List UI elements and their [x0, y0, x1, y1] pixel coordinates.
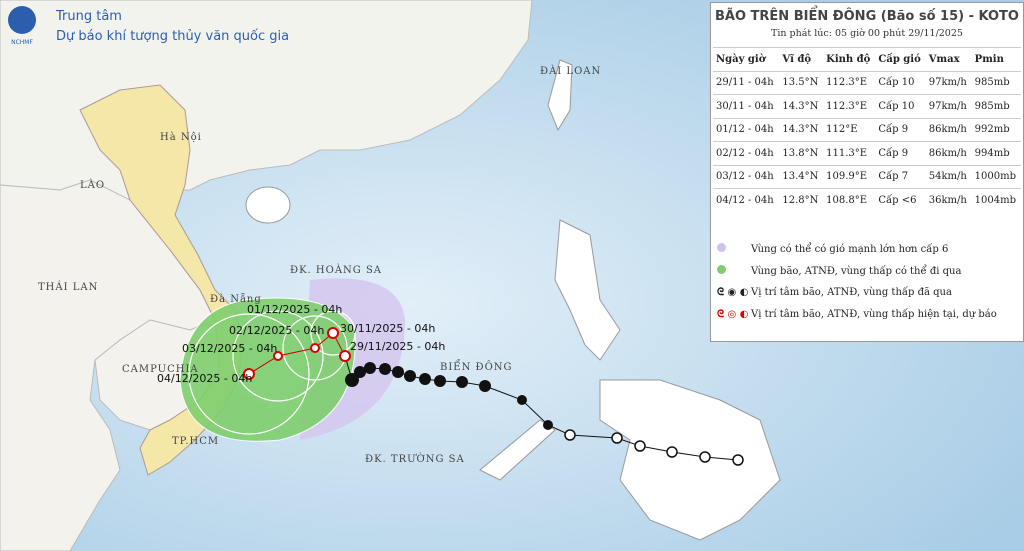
logo-text: NCHMF — [11, 39, 33, 46]
island-hainan — [245, 186, 291, 224]
place-label: ĐK. TRƯỜNG SA — [365, 453, 465, 465]
table-cell: Cấp <6 — [875, 188, 926, 212]
place-label: CAMPUCHIA — [122, 364, 199, 375]
place-label: Đà Nẵng — [210, 293, 262, 305]
track-label: 02/12/2025 - 04h — [229, 324, 324, 337]
legend-icon — [717, 243, 751, 255]
table-cell: 97km/h — [925, 70, 972, 95]
table-cell: 112°E — [823, 117, 876, 142]
forecast-circles — [188, 310, 356, 435]
legend-item: ᘓ ◎ ◐ Vị trí tâm bão, ATNĐ, vùng thấp hiệ… — [717, 309, 997, 320]
table-cell: Cấp 7 — [875, 164, 926, 189]
place-label: ĐK. HOÀNG SA — [290, 264, 382, 276]
column-header: Pmin — [971, 47, 1021, 71]
org-subtitle: Dự báo khí tượng thủy văn quốc gia — [56, 29, 289, 44]
land-vietnam — [79, 84, 244, 476]
table-row: 29/11 - 04h 13.5°N 112.3°E Cấp 10 97km/h 985m… — [713, 70, 1021, 95]
place-label: ĐÀI LOAN — [540, 65, 601, 77]
table-cell: 13.8°N — [779, 141, 824, 165]
logo — [8, 6, 36, 34]
table-cell: 54km/h — [925, 164, 972, 189]
place-label: THÁI LAN — [38, 281, 98, 293]
table-cell: 14.3°N — [779, 117, 824, 142]
info-panel: BÃO TRÊN BIỂN ĐÔNG (Bão số 15) - KOTO Ti… — [710, 2, 1024, 342]
table-cell: Cấp 10 — [875, 94, 926, 118]
legend-text: Vùng bão, ATNĐ, vùng thấp có thể đi qua — [751, 266, 962, 277]
table-cell: 86km/h — [925, 117, 972, 142]
table-cell: 14.3°N — [779, 94, 824, 118]
table-cell: 985mb — [971, 70, 1021, 95]
table-cell: 13.4°N — [779, 164, 824, 189]
panel-title: BÃO TRÊN BIỂN ĐÔNG (Bão số 15) - KOTO — [715, 9, 1019, 24]
island-taiwan — [547, 59, 573, 132]
table-cell: 108.8°E — [823, 188, 876, 212]
column-header: Kinh độ — [823, 47, 876, 71]
table-cell: 29/11 - 04h — [713, 70, 780, 95]
legend-icon: ᘓ ◎ ◐ — [717, 309, 749, 320]
place-label: LÀO — [80, 179, 105, 191]
table-cell: Cấp 10 — [875, 70, 926, 95]
issued-time: Tin phát lúc: 05 giờ 00 phút 29/11/2025 — [771, 28, 963, 39]
legend-text: Vùng có thể có gió mạnh lớn hơn cấp 6 — [751, 244, 949, 255]
column-header: Cấp gió — [875, 47, 926, 71]
column-header: Vĩ độ — [779, 47, 824, 71]
table-cell: Cấp 9 — [875, 141, 926, 165]
table-row: 04/12 - 04h 12.8°N 108.8°E Cấp <6 36km/h 1004… — [713, 188, 1021, 212]
column-header: Ngày giờ — [713, 47, 780, 71]
table-cell: 02/12 - 04h — [713, 141, 780, 165]
track-label: 04/12/2025 - 04h — [157, 372, 252, 385]
table-cell: 86km/h — [925, 141, 972, 165]
place-label: BIỂN ĐÔNG — [440, 360, 513, 373]
table-cell: 04/12 - 04h — [713, 188, 780, 212]
table-cell: 109.9°E — [823, 164, 876, 189]
table-cell: 111.3°E — [823, 141, 876, 165]
table-cell: 01/12 - 04h — [713, 117, 780, 142]
legend-icon: ᘓ ◉ ◐ — [717, 287, 749, 298]
table-cell: Cấp 9 — [875, 117, 926, 142]
org: Trung tâm — [55, 9, 122, 24]
table-cell: 112.3°E — [823, 94, 876, 118]
table-row: 01/12 - 04h 14.3°N 112°E Cấp 9 86km/h 992mb — [713, 117, 1021, 142]
table-cell: 30/11 - 04h — [713, 94, 780, 118]
track-label: 01/12/2025 - 04h — [247, 303, 342, 316]
table-row: 02/12 - 04h 13.8°N 111.3°E Cấp 9 86km/h 994mb — [713, 141, 1021, 165]
place-label: TP.HCM — [172, 436, 219, 447]
track-label: 30/11/2025 - 04h — [340, 322, 435, 335]
table-cell: 985mb — [971, 94, 1021, 118]
table-cell: 03/12 - 04h — [713, 164, 780, 189]
table-cell: 1000mb — [971, 164, 1021, 189]
past-points-open — [564, 429, 744, 466]
table-cell: 97km/h — [925, 94, 972, 118]
legend-icon — [717, 265, 751, 277]
table-cell: 112.3°E — [823, 70, 876, 95]
legend-item: Vùng bão, ATNĐ, vùng thấp có thể đi qua — [717, 265, 961, 277]
legend-text: Vị trí tâm bão, ATNĐ, vùng thấp hiện tại… — [751, 309, 997, 320]
table-cell: 36km/h — [925, 188, 972, 212]
forecast-points — [243, 327, 351, 380]
table-cell: 992mb — [971, 117, 1021, 142]
legend-text: Vị trí tâm bão, ATNĐ, vùng thấp đã qua — [751, 287, 952, 298]
table-cell: 994mb — [971, 141, 1021, 165]
table-row: 03/12 - 04h 13.4°N 109.9°E Cấp 7 54km/h 1000m… — [713, 164, 1021, 189]
past-points — [345, 362, 553, 430]
table-row: 30/11 - 04h 14.3°N 112.3°E Cấp 10 97km/h 985m… — [713, 94, 1021, 118]
legend-item: Vùng có thể có gió mạnh lớn hơn cấp 6 — [717, 243, 948, 255]
column-header: Vmax — [925, 47, 972, 71]
table-cell: 1004mb — [971, 188, 1021, 212]
track-label: 29/11/2025 - 04h — [350, 340, 445, 353]
table-cell: 12.8°N — [779, 188, 824, 212]
track-label: 03/12/2025 - 04h — [182, 342, 277, 355]
place-label: Hà Nội — [160, 132, 202, 143]
table-cell: 13.5°N — [779, 70, 824, 95]
legend-item: ᘓ ◉ ◐ Vị trí tâm bão, ATNĐ, vùng thấp đã … — [717, 287, 952, 298]
forecast-table: Ngày giờ Vĩ độ Kinh độ Cấp gió Vmax Pmin 29/11… — [713, 47, 1021, 212]
